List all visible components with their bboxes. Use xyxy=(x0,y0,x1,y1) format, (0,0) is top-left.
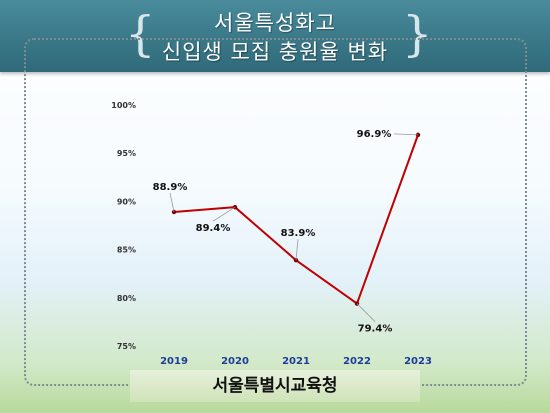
data-label-leader xyxy=(295,239,299,261)
series-fill-rate xyxy=(171,132,421,306)
data-label-leader xyxy=(393,133,419,136)
chart-title-line1: 서울특성화고 xyxy=(214,11,336,35)
data-label: 83.9% xyxy=(281,228,316,239)
series-line xyxy=(173,134,419,305)
data-labels: 88.9% 89.4% 83.9% 79.4% 96.9% xyxy=(153,129,419,335)
data-label: 89.4% xyxy=(196,223,231,234)
chart-title-line2: 신입생 모집 충원율 변화 xyxy=(161,40,389,64)
x-axis: 2019 2020 2021 2022 2023 xyxy=(160,356,432,367)
x-tick-label: 2023 xyxy=(404,356,432,367)
title-banner: 서울특성화고 신입생 모집 충원율 변화 { } xyxy=(0,0,550,72)
left-brace-ornament: { xyxy=(125,6,156,62)
right-brace-ornament: } xyxy=(402,6,433,62)
data-label: 96.9% xyxy=(357,129,392,140)
data-label-leader xyxy=(212,206,236,222)
data-label: 88.9% xyxy=(153,182,188,193)
y-tick-label: 75% xyxy=(117,342,136,351)
x-tick-label: 2020 xyxy=(221,356,249,367)
data-label-leader xyxy=(169,192,175,213)
y-tick-label: 80% xyxy=(117,294,136,303)
x-tick-label: 2022 xyxy=(343,356,371,367)
y-axis: 75% 80% 85% 90% 95% 100% xyxy=(111,101,136,351)
data-label: 79.4% xyxy=(358,324,393,335)
x-tick-label: 2019 xyxy=(160,356,188,367)
y-tick-label: 90% xyxy=(117,197,136,206)
x-tick-label: 2021 xyxy=(282,356,310,367)
y-tick-label: 85% xyxy=(117,246,136,255)
footer-source: 서울특별시교육청 xyxy=(130,370,420,402)
y-tick-label: 95% xyxy=(117,149,136,158)
data-label-leader xyxy=(356,303,376,322)
y-tick-label: 100% xyxy=(111,101,136,110)
